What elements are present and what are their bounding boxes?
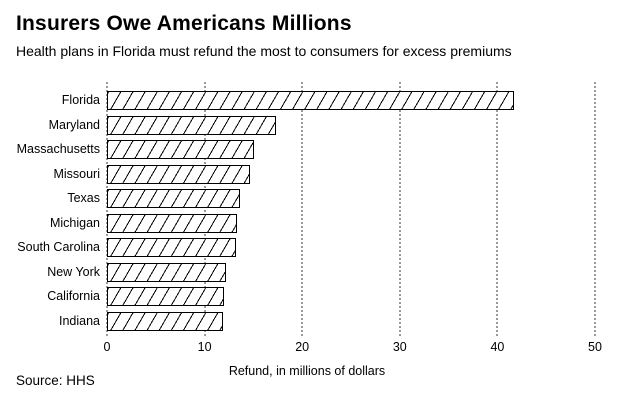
source-note: Source: HHS <box>16 373 95 388</box>
y-axis-label: Michigan <box>49 215 100 230</box>
x-tick-label: 50 <box>588 340 602 354</box>
y-axis-label: New York <box>47 264 100 279</box>
plot-area <box>106 82 596 337</box>
x-tick-label: 20 <box>295 340 310 354</box>
chart-title: Insurers Owe Americans Millions <box>16 12 352 35</box>
y-axis-label: Massachusetts <box>16 142 100 157</box>
bar-missouri <box>107 164 251 184</box>
gridline-20 <box>301 82 304 337</box>
x-tick-label: 40 <box>490 340 505 354</box>
x-tick-label: 10 <box>197 340 212 354</box>
bar-florida <box>107 91 514 110</box>
bar-texas <box>107 189 240 209</box>
y-axis-label: South Carolina <box>17 240 100 255</box>
chart-subtitle: Health plans in Florida must refund the … <box>16 43 512 59</box>
bar-south-carolina <box>107 238 236 258</box>
bar-indiana <box>107 311 224 331</box>
x-axis-title: Refund, in millions of dollars <box>228 364 386 378</box>
bar-california <box>107 287 225 307</box>
gridline-0 <box>106 82 108 337</box>
y-axis-label: Missouri <box>53 166 100 181</box>
y-axis-label: Maryland <box>48 117 100 132</box>
x-tick-label: 0 <box>103 340 111 354</box>
gridline-10 <box>203 82 206 337</box>
y-axis-label: Florida <box>61 93 100 107</box>
y-axis-label: California <box>47 289 100 304</box>
x-tick-label: 30 <box>392 340 407 354</box>
bar-michigan <box>107 213 237 233</box>
gridline-30 <box>398 82 401 337</box>
bar-maryland <box>107 115 276 135</box>
bar-new-york <box>107 262 227 282</box>
y-axis-label: Indiana <box>58 313 100 328</box>
y-axis-label: Texas <box>67 191 100 206</box>
gridline-40 <box>496 82 499 337</box>
gridline-50 <box>594 82 596 337</box>
bar-massachusetts <box>107 140 255 160</box>
